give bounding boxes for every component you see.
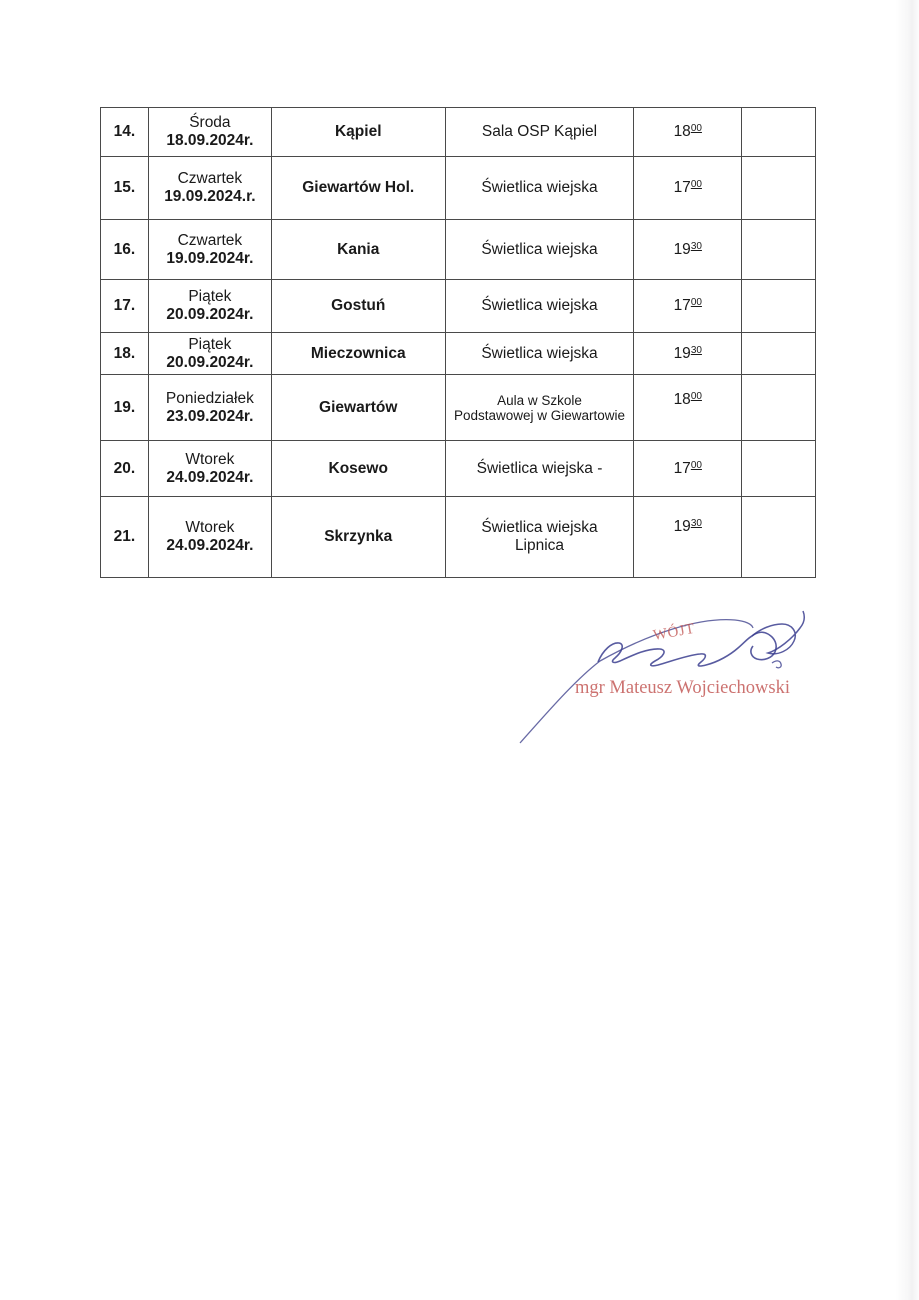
svg-text:WÓJT: WÓJT: [652, 620, 696, 644]
